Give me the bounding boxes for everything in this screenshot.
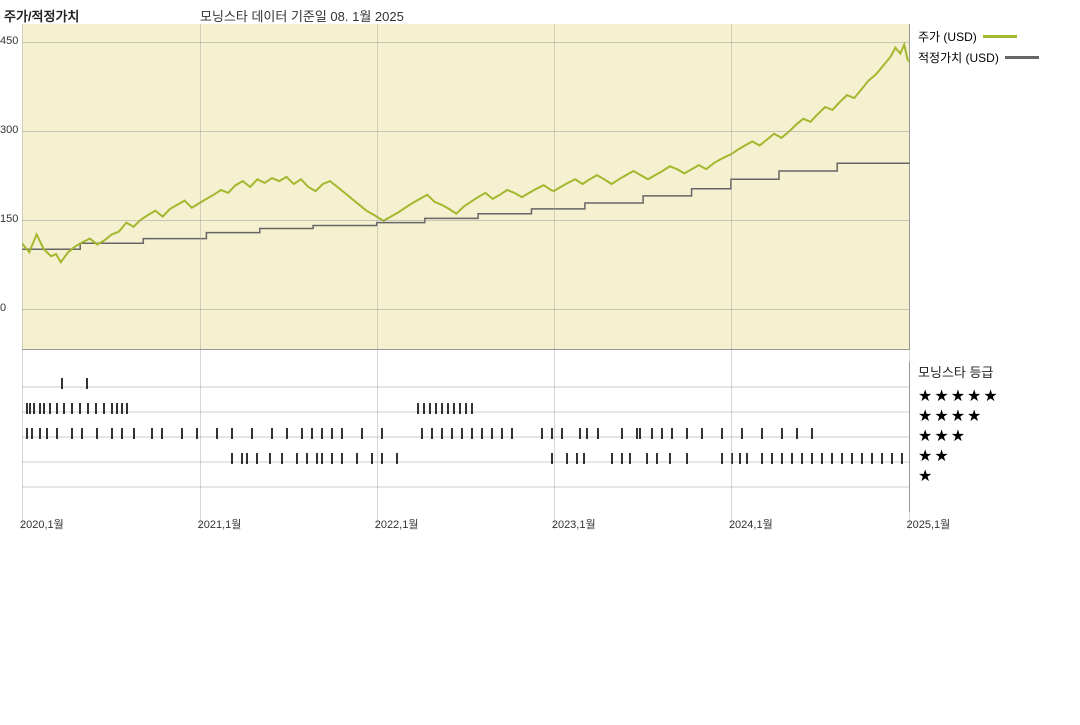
rating-stars: ★★★★★★★★★★★★★★★	[918, 387, 1000, 487]
legend: 주가 (USD) 적정가치 (USD)	[918, 28, 1039, 70]
x-gridline	[377, 24, 378, 529]
chart-subtitle: 모닝스타 데이터 기준일 08. 1월 2025	[200, 6, 404, 25]
chart-title: 주가/적정가치	[4, 6, 79, 25]
price-chart	[0, 24, 910, 350]
y-gridline	[22, 309, 910, 310]
x-axis-label: 2025,1월	[907, 516, 951, 725]
x-axis-label: 2020,1월	[20, 516, 64, 725]
y-gridline	[22, 42, 910, 43]
star-row-2: ★★	[918, 447, 1000, 467]
legend-fair-label: 적정가치 (USD)	[918, 49, 999, 66]
star-row-5: ★★★★★	[918, 387, 1000, 407]
legend-fair-swatch	[1005, 56, 1039, 59]
x-axis-label: 2024,1월	[729, 516, 773, 725]
legend-price: 주가 (USD)	[918, 28, 1039, 45]
star-row-3: ★★★	[918, 427, 1000, 447]
star-row-4: ★★★★	[918, 407, 1000, 427]
x-gridline	[200, 24, 201, 529]
y-gridline	[22, 131, 910, 132]
x-gridline	[731, 24, 732, 529]
rating-legend: 모닝스타 등급 ★★★★★★★★★★★★★★★	[918, 362, 1000, 487]
y-axis-label: 150	[0, 213, 20, 225]
chart-svg	[22, 24, 910, 350]
star-row-1: ★	[918, 467, 1000, 487]
y-axis-label: 300	[0, 124, 20, 136]
legend-fair: 적정가치 (USD)	[918, 49, 1039, 66]
legend-price-label: 주가 (USD)	[918, 28, 977, 45]
x-gridline	[22, 24, 23, 529]
x-axis-label: 2022,1월	[375, 516, 419, 725]
rating-legend-title: 모닝스타 등급	[918, 362, 1000, 381]
price-line	[22, 45, 910, 263]
legend-price-swatch	[983, 35, 1017, 38]
rating-svg	[22, 362, 910, 512]
x-gridline	[909, 24, 910, 529]
x-gridline	[554, 24, 555, 529]
x-axis-label: 2023,1월	[552, 516, 596, 725]
x-axis-label: 2021,1월	[198, 516, 242, 725]
y-axis-label: 450	[0, 35, 20, 47]
rating-panel	[0, 362, 910, 512]
y-axis-label: 0	[0, 302, 20, 314]
y-gridline	[22, 220, 910, 221]
fair-value-line	[22, 163, 910, 249]
